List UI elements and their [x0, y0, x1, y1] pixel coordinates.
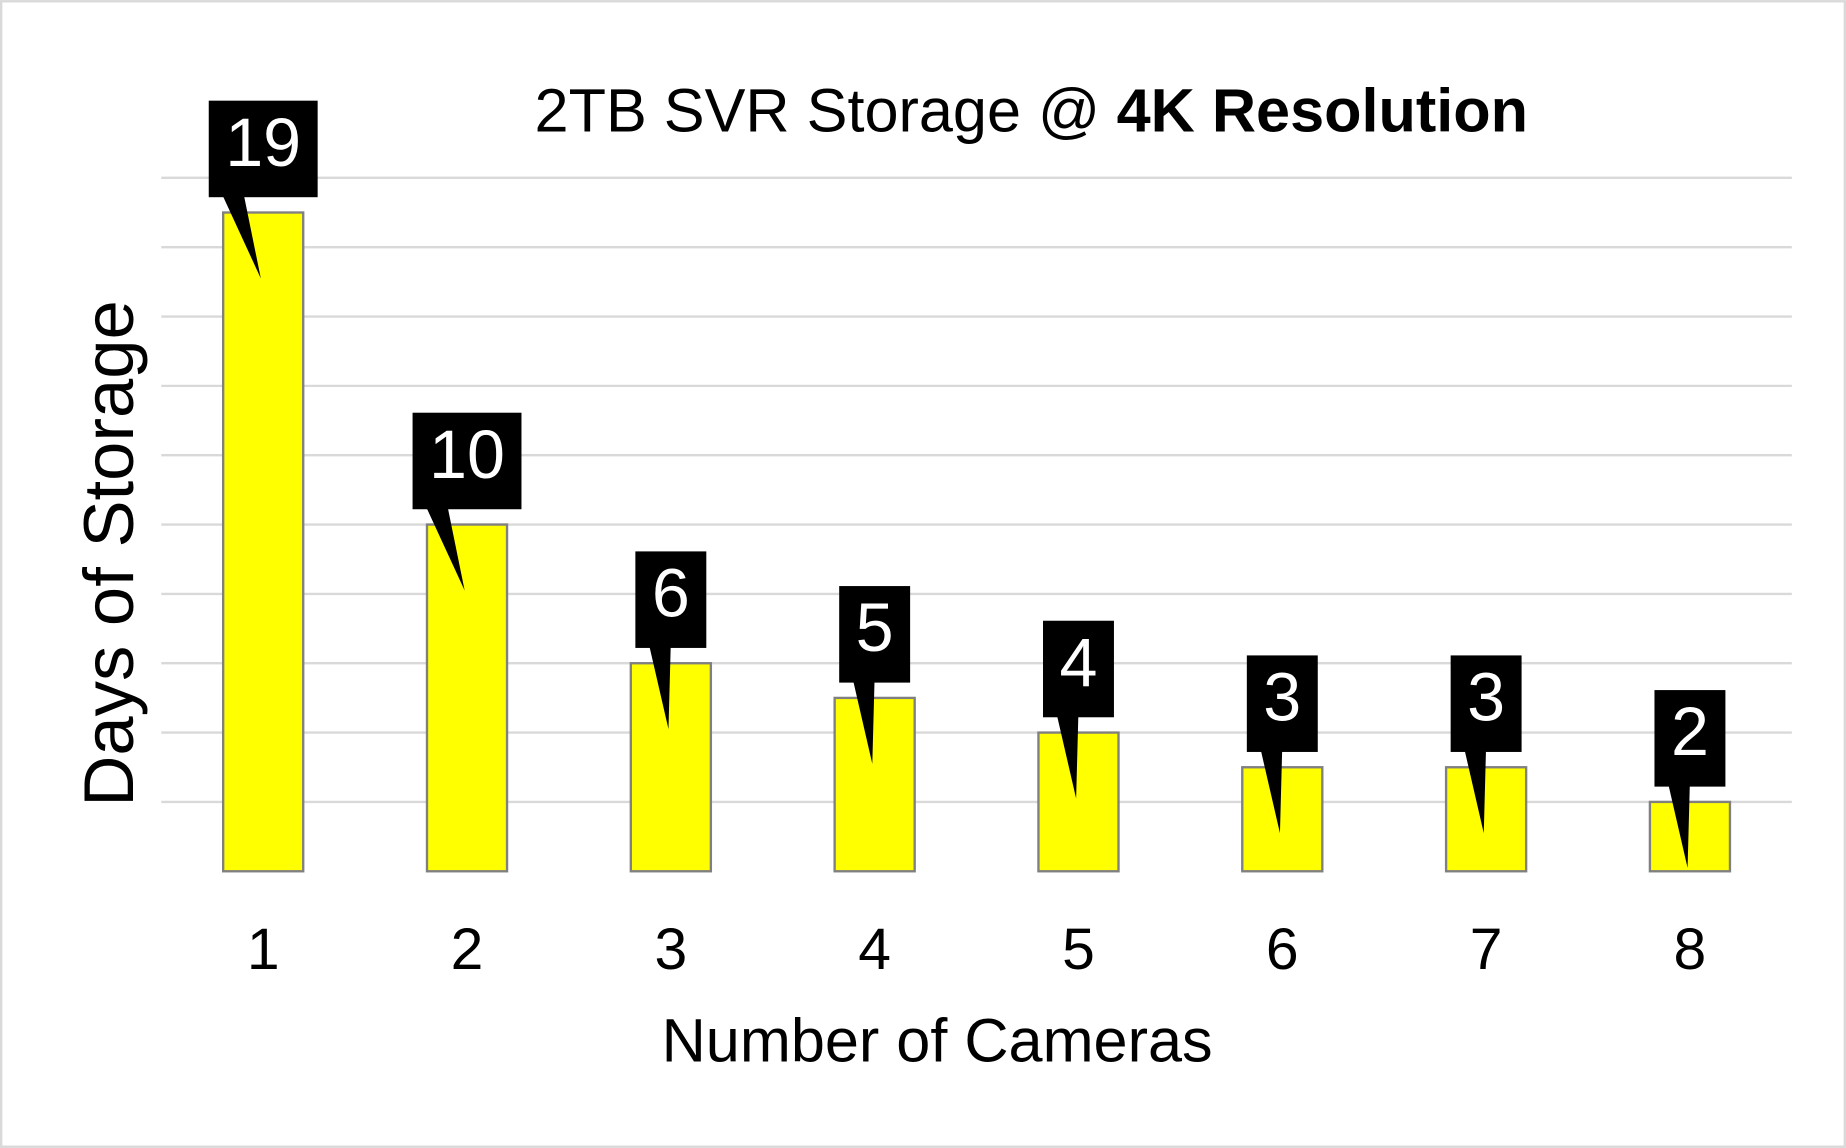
callout-pointer: [853, 681, 875, 764]
title-part: 2TB SVR Storage @: [535, 77, 1101, 145]
title-part: 4K Resolution: [1117, 77, 1528, 145]
data-label: 4: [1059, 625, 1097, 701]
data-label-callout: 3: [1246, 655, 1318, 834]
x-tick-label: 8: [1674, 917, 1707, 982]
callout-box: [1246, 655, 1318, 752]
x-axis-label: Number of Cameras: [662, 1007, 1213, 1075]
callout-pointer: [649, 646, 671, 730]
data-label: 3: [1263, 660, 1301, 736]
data-label-callout: 10: [412, 412, 522, 591]
data-label-callout: 4: [1043, 620, 1114, 799]
bar: [833, 696, 916, 873]
data-label-callout: 3: [1450, 655, 1522, 834]
data-label-callout: 19: [208, 100, 318, 279]
callout-pointer: [222, 196, 261, 279]
y-axis-label: Days of Storage: [69, 300, 148, 806]
bar: [629, 662, 713, 873]
callout-box: [1654, 690, 1726, 787]
x-tick-label: 1: [247, 917, 280, 982]
data-label: 5: [856, 590, 894, 666]
callout-box: [412, 412, 522, 510]
bar: [221, 211, 305, 873]
callout-pointer: [1668, 785, 1690, 868]
callout-pointer: [1464, 750, 1486, 834]
callout-pointer: [1057, 716, 1079, 799]
x-tick-label: 4: [858, 917, 891, 982]
x-tick-label: 7: [1470, 917, 1503, 982]
callout-box: [1450, 655, 1522, 752]
bar: [425, 523, 509, 873]
x-tick-label: 2: [451, 917, 484, 982]
bar: [1241, 766, 1324, 873]
callout-box: [839, 586, 911, 683]
callout-box: [1043, 620, 1114, 718]
data-label: 3: [1467, 660, 1505, 736]
callout-pointer: [1260, 750, 1283, 834]
data-label-callout: 6: [635, 551, 707, 730]
x-tick-label: 5: [1062, 917, 1095, 982]
bar: [1648, 800, 1732, 873]
data-label-callout: 2: [1654, 690, 1726, 868]
callout-box: [208, 100, 318, 198]
bar: [1037, 731, 1120, 873]
bar: [1444, 766, 1528, 873]
data-label: 10: [429, 417, 505, 493]
callout-box: [635, 551, 707, 648]
data-label-callout: 5: [839, 586, 911, 764]
data-label: 19: [225, 105, 301, 181]
x-tick-label: 6: [1266, 917, 1299, 982]
data-label: 6: [652, 556, 690, 632]
data-label: 2: [1671, 694, 1709, 770]
x-tick-label: 3: [654, 917, 687, 982]
chart-title: 2TB SVR Storage @4K Resolution: [535, 77, 1529, 145]
